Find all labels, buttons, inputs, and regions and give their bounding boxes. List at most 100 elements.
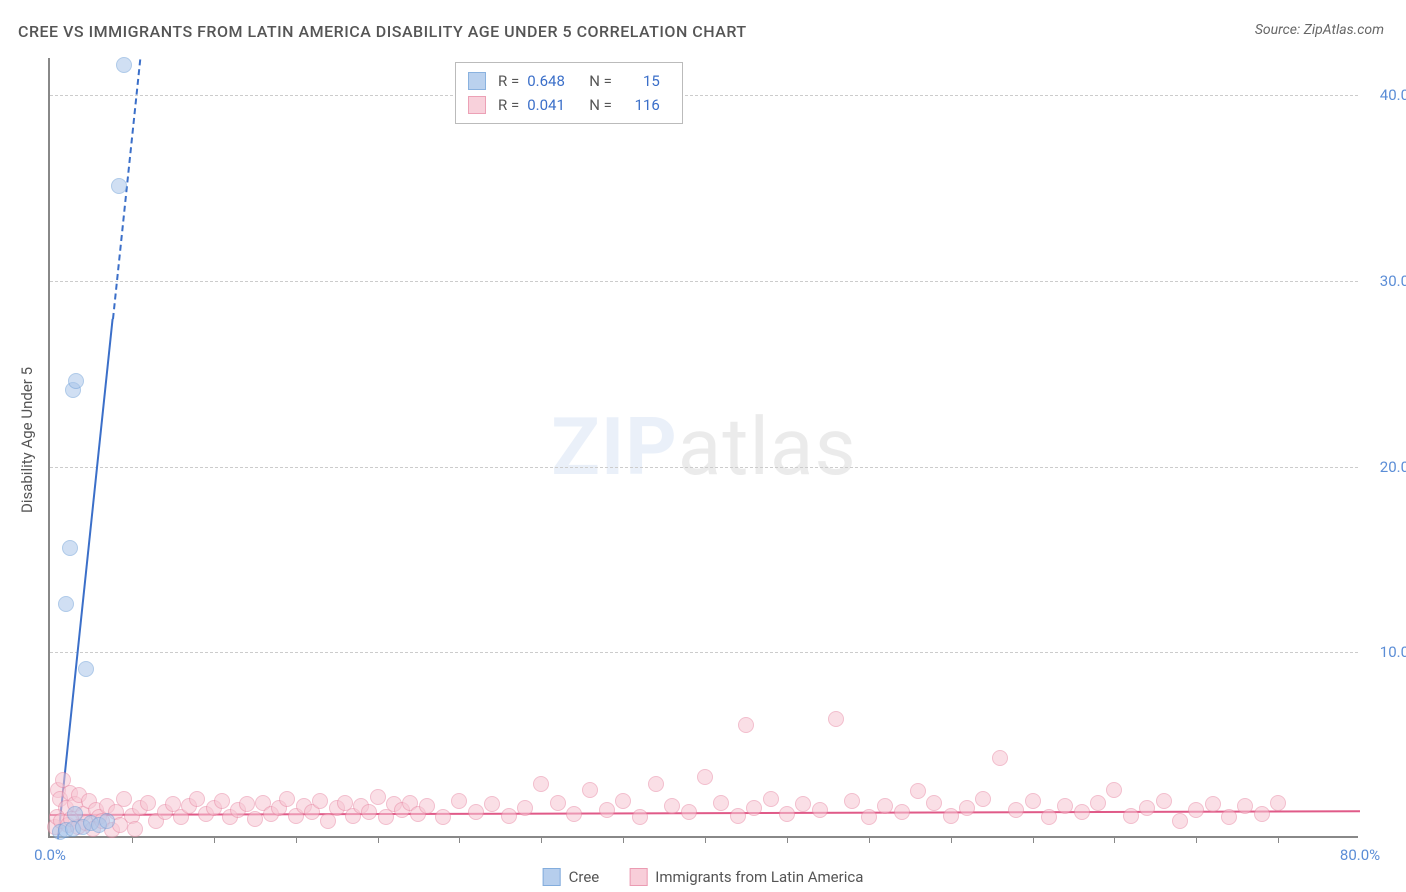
legend-swatch (468, 72, 486, 90)
legend-item: Immigrants from Latin America (629, 868, 863, 886)
data-point (1188, 802, 1204, 818)
data-point (894, 804, 910, 820)
watermark-atlas: atlas (678, 400, 857, 494)
data-point (484, 796, 500, 812)
data-point (738, 717, 754, 733)
data-point (533, 776, 549, 792)
x-tick-mark (132, 836, 133, 843)
data-point (58, 596, 74, 612)
data-point (116, 791, 132, 807)
data-point (312, 793, 328, 809)
data-point (975, 791, 991, 807)
legend-label: Cree (569, 868, 600, 886)
data-point (632, 809, 648, 825)
stat-n-value: 116 (620, 93, 660, 117)
watermark-zip: ZIP (551, 400, 678, 494)
x-tick-label: 0.0% (34, 846, 66, 864)
data-point (812, 802, 828, 818)
stat-r-value: 0.041 (527, 93, 567, 117)
data-point (1221, 809, 1237, 825)
data-point (1008, 802, 1024, 818)
stats-row: R = 0.041 N = 116 (468, 93, 670, 117)
data-point (62, 540, 78, 556)
data-point (67, 806, 83, 822)
stats-row: R =0.648N =15 (468, 69, 670, 93)
data-point (116, 57, 132, 73)
data-point (1139, 800, 1155, 816)
legend-swatch (468, 96, 486, 114)
data-point (697, 769, 713, 785)
data-point (926, 795, 942, 811)
data-point (615, 793, 631, 809)
data-point (795, 796, 811, 812)
x-tick-mark (1196, 836, 1197, 843)
stat-n-label: N = (589, 93, 612, 117)
data-point (1074, 804, 1090, 820)
gridline-horizontal (50, 95, 1358, 96)
data-point (730, 808, 746, 824)
legend-swatch (543, 868, 561, 886)
data-point (1254, 806, 1270, 822)
data-point (582, 782, 598, 798)
data-point (877, 798, 893, 814)
x-tick-label: 80.0% (1340, 846, 1380, 864)
x-tick-mark (296, 836, 297, 843)
data-point (1025, 793, 1041, 809)
y-tick-label: 10.0% (1380, 643, 1406, 661)
stat-n-value: 15 (620, 69, 660, 93)
data-point (713, 795, 729, 811)
data-point (599, 802, 615, 818)
x-tick-mark (378, 836, 379, 843)
x-tick-mark (1033, 836, 1034, 843)
gridline-horizontal (50, 281, 1358, 282)
data-point (517, 800, 533, 816)
data-point (189, 791, 205, 807)
data-point (664, 798, 680, 814)
data-point (419, 798, 435, 814)
series-legend: Cree Immigrants from Latin America (543, 868, 864, 886)
stat-r-label: R = (498, 93, 519, 117)
gridline-horizontal (50, 467, 1358, 468)
source-attribution: Source: ZipAtlas.com (1255, 22, 1384, 38)
data-point (681, 804, 697, 820)
trend-line (57, 319, 114, 839)
data-point (943, 808, 959, 824)
scatter-plot-area: ZIPatlas 10.0%20.0%30.0%40.0%0.0%80.0% (48, 58, 1358, 838)
data-point (468, 804, 484, 820)
legend-swatch (629, 868, 647, 886)
data-point (1172, 813, 1188, 829)
data-point (1205, 796, 1221, 812)
data-point (501, 808, 517, 824)
data-point (1237, 798, 1253, 814)
data-point (763, 791, 779, 807)
data-point (435, 809, 451, 825)
source-name: ZipAtlas.com (1304, 22, 1384, 38)
data-point (99, 813, 115, 829)
correlation-stats-legend: R =0.648N =15R = 0.041 N = 116 (455, 62, 683, 124)
x-tick-mark (1114, 836, 1115, 843)
y-tick-label: 20.0% (1380, 458, 1406, 476)
x-tick-mark (705, 836, 706, 843)
data-point (127, 821, 143, 837)
data-point (1090, 795, 1106, 811)
x-tick-mark (459, 836, 460, 843)
data-point (111, 178, 127, 194)
legend-item: Cree (543, 868, 600, 886)
x-tick-mark (214, 836, 215, 843)
watermark: ZIPatlas (551, 400, 856, 494)
x-tick-mark (787, 836, 788, 843)
data-point (566, 806, 582, 822)
data-point (550, 795, 566, 811)
chart-title: CREE VS IMMIGRANTS FROM LATIN AMERICA DI… (18, 22, 747, 41)
data-point (140, 795, 156, 811)
gridline-horizontal (50, 652, 1358, 653)
data-point (1270, 795, 1286, 811)
data-point (1057, 798, 1073, 814)
data-point (779, 806, 795, 822)
stat-r-value: 0.648 (527, 69, 567, 93)
data-point (279, 791, 295, 807)
data-point (361, 804, 377, 820)
data-point (861, 809, 877, 825)
x-tick-mark (869, 836, 870, 843)
data-point (746, 800, 762, 816)
